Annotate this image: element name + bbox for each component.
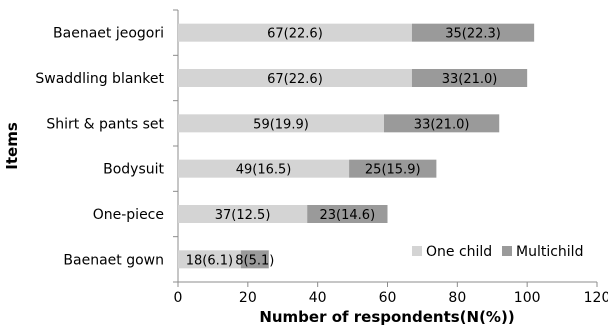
category-label: Baenaet gown — [63, 252, 164, 268]
data-label: 23(14.6) — [320, 208, 376, 223]
x-tick-label: 20 — [239, 290, 257, 306]
bar-segment-multichild — [411, 23, 535, 42]
bar-segment-one-child — [178, 69, 412, 87]
data-label: 18(6.1) — [186, 253, 233, 268]
data-label: 33(21.0) — [414, 117, 470, 132]
bar-segment-multichild — [384, 114, 500, 133]
data-label: 8(5.1) — [235, 253, 274, 268]
legend-swatch-one-child — [412, 246, 422, 256]
bar-segment-multichild — [240, 250, 269, 269]
bar-segment-one-child — [178, 250, 241, 269]
x-tick-label: 100 — [514, 290, 541, 306]
data-label: 25(15.9) — [365, 163, 421, 178]
category-labels: Baenaet jeogori Swaddling blanket Shirt & … — [35, 9, 178, 283]
x-tick-label: 40 — [309, 290, 327, 306]
axes — [177, 10, 597, 283]
data-label: 49(16.5) — [236, 163, 292, 178]
bar-segment-one-child — [178, 159, 350, 178]
data-label: 67(22.6) — [267, 27, 323, 42]
bar-segment-multichild — [349, 159, 437, 178]
legend-label-one-child: One child — [426, 244, 492, 260]
x-tick-label: 120 — [584, 290, 608, 306]
x-axis-title: Number of respondents(N(%)) — [259, 308, 514, 326]
bar-segment-one-child — [178, 114, 385, 133]
data-label: 67(22.6) — [267, 72, 323, 87]
bar-segment-multichild — [411, 69, 528, 87]
x-tick-label: 80 — [448, 290, 466, 306]
legend-label-multichild: Multichild — [516, 244, 583, 260]
category-label: One-piece — [93, 207, 164, 223]
bar-segment-one-child — [178, 23, 412, 42]
data-label: 33(21.0) — [442, 72, 498, 87]
category-label: Baenaet jeogori — [53, 26, 164, 42]
category-label: Bodysuit — [103, 162, 164, 178]
bar-segment-multichild — [307, 205, 388, 223]
x-ticks: 0 20 40 60 80 100 120 — [174, 282, 608, 306]
legend: One child Multichild — [412, 244, 583, 260]
y-axis-title: Items — [3, 122, 21, 170]
data-label: 37(12.5) — [215, 208, 271, 223]
category-label: Swaddling blanket — [35, 71, 164, 87]
x-tick-label: 0 — [174, 290, 183, 306]
bars: 67(22.6) 35(22.3) 67(22.6) 33(21.0) 59(19.9)… — [178, 23, 535, 269]
category-label: Shirt & pants set — [46, 116, 164, 132]
legend-swatch-multichild — [502, 246, 512, 256]
data-label: 35(22.3) — [445, 27, 501, 42]
data-label: 59(19.9) — [253, 117, 309, 132]
x-tick-label: 60 — [379, 290, 397, 306]
bar-segment-one-child — [178, 205, 308, 223]
